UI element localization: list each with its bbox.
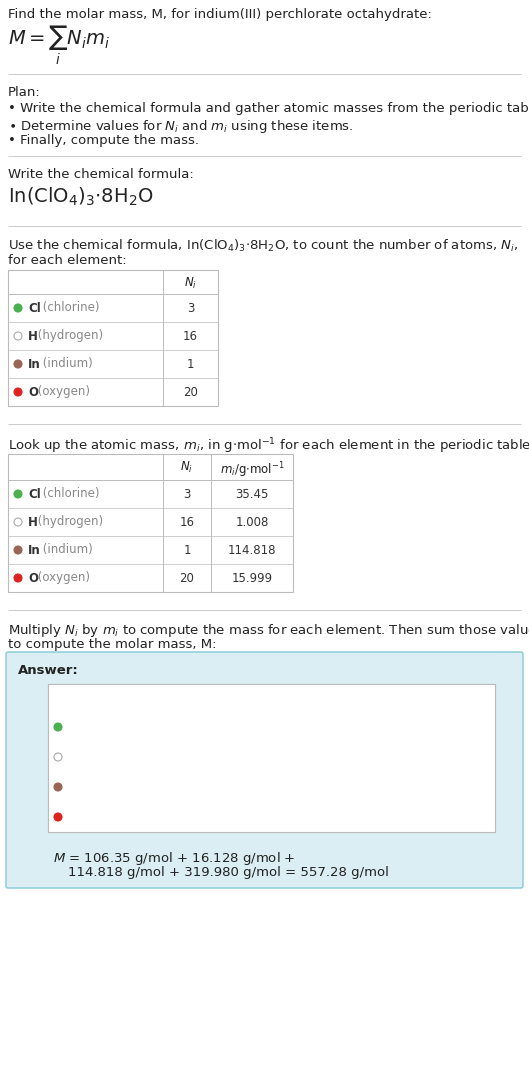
Text: 20 × 15.999 = 319.980: 20 × 15.999 = 319.980 — [335, 810, 475, 823]
Text: Plan:: Plan: — [8, 86, 41, 99]
Text: 1: 1 — [187, 357, 194, 370]
Text: (chlorine): (chlorine) — [39, 301, 99, 314]
Text: (hydrogen): (hydrogen) — [74, 751, 143, 764]
Circle shape — [14, 546, 22, 554]
Circle shape — [14, 303, 22, 312]
Text: O: O — [68, 810, 78, 823]
Text: Multiply $N_i$ by $m_i$ to compute the mass for each element. Then sum those val: Multiply $N_i$ by $m_i$ to compute the m… — [8, 622, 529, 639]
Bar — [8, 270, 218, 406]
Text: Find the molar mass, M, for indium(III) perchlorate octahydrate:: Find the molar mass, M, for indium(III) … — [8, 8, 432, 21]
FancyBboxPatch shape — [6, 652, 523, 888]
Text: 20: 20 — [179, 571, 195, 584]
Text: Look up the atomic mass, $m_i$, in g$\cdot$mol$^{-1}$ for each element in the pe: Look up the atomic mass, $m_i$, in g$\cd… — [8, 436, 529, 456]
Text: Cl: Cl — [28, 487, 41, 500]
Text: (indium): (indium) — [39, 357, 93, 370]
Text: (hydrogen): (hydrogen) — [33, 329, 103, 342]
Text: Answer:: Answer: — [18, 664, 79, 677]
Text: 16: 16 — [179, 515, 195, 528]
Text: $N_i$: $N_i$ — [180, 460, 194, 475]
Text: (oxygen): (oxygen) — [33, 571, 89, 584]
Text: (indium): (indium) — [79, 781, 133, 794]
Text: $\bullet$ Determine values for $N_i$ and $m_i$ using these items.: $\bullet$ Determine values for $N_i$ and… — [8, 118, 353, 135]
Text: $N_i$: $N_i$ — [213, 691, 225, 706]
Text: (indium): (indium) — [39, 543, 93, 556]
Text: • Write the chemical formula and gather atomic masses from the periodic table.: • Write the chemical formula and gather … — [8, 102, 529, 114]
Circle shape — [14, 490, 22, 498]
Text: 35.45: 35.45 — [261, 720, 294, 733]
Text: H: H — [28, 329, 38, 342]
Text: O: O — [28, 571, 38, 584]
Text: 3: 3 — [187, 301, 194, 314]
Text: (hydrogen): (hydrogen) — [33, 515, 103, 528]
Bar — [8, 454, 293, 592]
Text: to compute the molar mass, M:: to compute the molar mass, M: — [8, 638, 216, 651]
Text: 3: 3 — [184, 487, 190, 500]
Text: Use the chemical formula, $\mathrm{In(ClO_4)_3{\cdot}8H_2O}$, to count the numbe: Use the chemical formula, $\mathrm{In(Cl… — [8, 238, 518, 254]
Text: • Finally, compute the mass.: • Finally, compute the mass. — [8, 134, 199, 147]
Text: Cl: Cl — [28, 301, 41, 314]
Text: 3 × 35.45 = 106.35: 3 × 35.45 = 106.35 — [347, 720, 463, 733]
Text: 1: 1 — [215, 781, 223, 794]
Text: $m_i$/g$\cdot$mol$^{-1}$: $m_i$/g$\cdot$mol$^{-1}$ — [220, 460, 284, 480]
Text: In: In — [28, 357, 41, 370]
Text: $m_i$/g$\cdot$mol$^{-1}$: $m_i$/g$\cdot$mol$^{-1}$ — [245, 691, 310, 711]
Text: (chlorine): (chlorine) — [39, 487, 99, 500]
Text: 16: 16 — [183, 329, 198, 342]
Circle shape — [14, 360, 22, 368]
Circle shape — [54, 753, 62, 761]
Text: $M$ = 106.35 g/mol + 16.128 g/mol +: $M$ = 106.35 g/mol + 16.128 g/mol + — [53, 850, 296, 867]
Text: 3: 3 — [215, 720, 223, 733]
Text: 15.999: 15.999 — [232, 571, 272, 584]
Text: Write the chemical formula:: Write the chemical formula: — [8, 168, 194, 181]
Text: (oxygen): (oxygen) — [33, 386, 89, 399]
Text: H: H — [68, 751, 78, 764]
Circle shape — [54, 723, 62, 731]
Circle shape — [14, 518, 22, 526]
Text: $\mathrm{In(ClO_4)_3{\cdot}8H_2O}$: $\mathrm{In(ClO_4)_3{\cdot}8H_2O}$ — [8, 186, 153, 208]
Text: $N_i$: $N_i$ — [184, 276, 197, 292]
Text: 114.818: 114.818 — [253, 781, 302, 794]
Circle shape — [54, 783, 62, 791]
Text: H: H — [28, 515, 38, 528]
Circle shape — [14, 332, 22, 340]
Text: O: O — [28, 386, 38, 399]
Text: In: In — [68, 781, 81, 794]
Circle shape — [14, 388, 22, 396]
Text: 1.008: 1.008 — [235, 515, 269, 528]
Text: mass/g$\cdot$mol$^{-1}$: mass/g$\cdot$mol$^{-1}$ — [364, 691, 446, 711]
Text: Cl: Cl — [68, 720, 81, 733]
Text: $M = \sum_i N_i m_i$: $M = \sum_i N_i m_i$ — [8, 24, 110, 67]
Text: 16: 16 — [212, 751, 226, 764]
Text: 114.818 g/mol + 319.980 g/mol = 557.28 g/mol: 114.818 g/mol + 319.980 g/mol = 557.28 g… — [68, 866, 389, 879]
Text: 20: 20 — [212, 810, 226, 823]
Text: 20: 20 — [183, 386, 198, 399]
Text: 114.818: 114.818 — [228, 543, 276, 556]
Text: 1.008: 1.008 — [261, 751, 294, 764]
Text: 1: 1 — [183, 543, 191, 556]
Text: 15.999: 15.999 — [257, 810, 298, 823]
Circle shape — [54, 813, 62, 821]
Bar — [48, 684, 495, 832]
Bar — [48, 684, 495, 832]
Text: (oxygen): (oxygen) — [74, 810, 130, 823]
Text: for each element:: for each element: — [8, 254, 126, 267]
Text: 35.45: 35.45 — [235, 487, 269, 500]
Circle shape — [14, 573, 22, 582]
Text: 1 × 114.818 = 114.818: 1 × 114.818 = 114.818 — [335, 781, 475, 794]
Text: (chlorine): (chlorine) — [79, 720, 140, 733]
Text: 16 × 1.008 = 16.128: 16 × 1.008 = 16.128 — [343, 751, 467, 764]
Text: In: In — [28, 543, 41, 556]
